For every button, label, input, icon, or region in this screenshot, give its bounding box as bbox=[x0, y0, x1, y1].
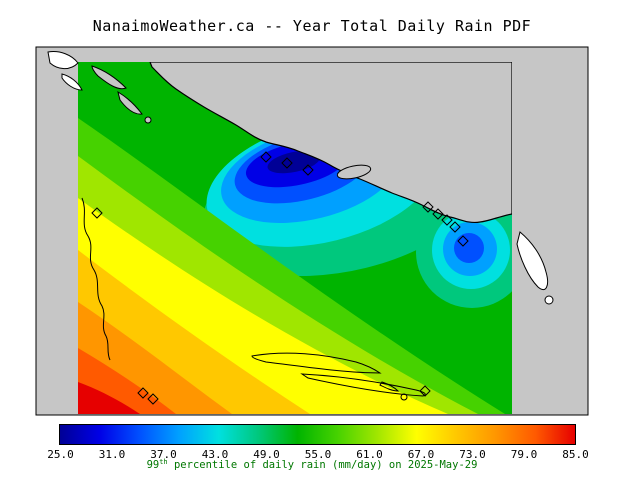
island bbox=[47, 51, 79, 70]
colorbar bbox=[59, 424, 576, 445]
colorbar-tick-label: 43.0 bbox=[201, 448, 229, 461]
station-diamond-marker bbox=[302, 164, 314, 176]
colorbar-tick-label: 85.0 bbox=[562, 448, 589, 461]
station-diamond-marker bbox=[419, 385, 431, 397]
island-outline bbox=[300, 373, 426, 397]
colorbar-tick-label: 49.0 bbox=[253, 448, 280, 461]
station-diamond-marker bbox=[147, 393, 159, 405]
contour-band bbox=[78, 382, 140, 414]
station-diamond-marker bbox=[449, 221, 461, 233]
island bbox=[144, 116, 152, 124]
island bbox=[516, 231, 549, 291]
contour-field bbox=[78, 62, 512, 414]
station-diamond-marker bbox=[137, 387, 149, 399]
station-markers bbox=[91, 151, 469, 405]
colorbar-caption: 99th percentile of daily rain (mm/day) o… bbox=[0, 458, 624, 471]
colorbar-tick-label: 25.0 bbox=[47, 448, 74, 461]
contour-band bbox=[454, 233, 484, 263]
page-title: NanaimoWeather.ca -- Year Total Daily Ra… bbox=[92, 17, 532, 35]
mainland-coast bbox=[149, 62, 512, 224]
station-diamond-marker bbox=[260, 151, 272, 163]
station-diamond-marker bbox=[91, 207, 103, 219]
island bbox=[117, 90, 143, 115]
caption-text: percentile of daily rain (mm/day) on 202… bbox=[167, 459, 478, 471]
colorbar-tick-label: 73.0 bbox=[459, 448, 486, 461]
colorbar-tick-label: 55.0 bbox=[304, 448, 332, 461]
island bbox=[91, 65, 127, 90]
peninsula bbox=[336, 164, 372, 180]
caption-percentile-number: 99 bbox=[146, 459, 160, 471]
plot-border bbox=[35, 46, 589, 416]
station-diamond-marker bbox=[432, 208, 444, 220]
caption-superscript: th bbox=[159, 458, 168, 466]
island-outline bbox=[400, 393, 408, 401]
island-outline bbox=[379, 381, 400, 392]
colorbar-tick-label: 67.0 bbox=[407, 448, 435, 461]
island bbox=[61, 73, 83, 91]
station-diamond-marker bbox=[457, 235, 469, 247]
station-diamond-marker bbox=[422, 201, 434, 213]
island-outline bbox=[251, 352, 382, 374]
colorbar-tick-label: 79.0 bbox=[510, 448, 538, 461]
colorbar-tick-label: 37.0 bbox=[150, 448, 177, 461]
station-diamond-marker bbox=[441, 214, 453, 226]
colorbar-tick-label: 61.0 bbox=[356, 448, 383, 461]
colorbar-tick-label: 31.0 bbox=[98, 448, 126, 461]
contour-band bbox=[267, 150, 321, 174]
station-diamond-marker bbox=[281, 157, 293, 169]
island bbox=[544, 295, 554, 305]
coastline-west bbox=[81, 197, 111, 361]
